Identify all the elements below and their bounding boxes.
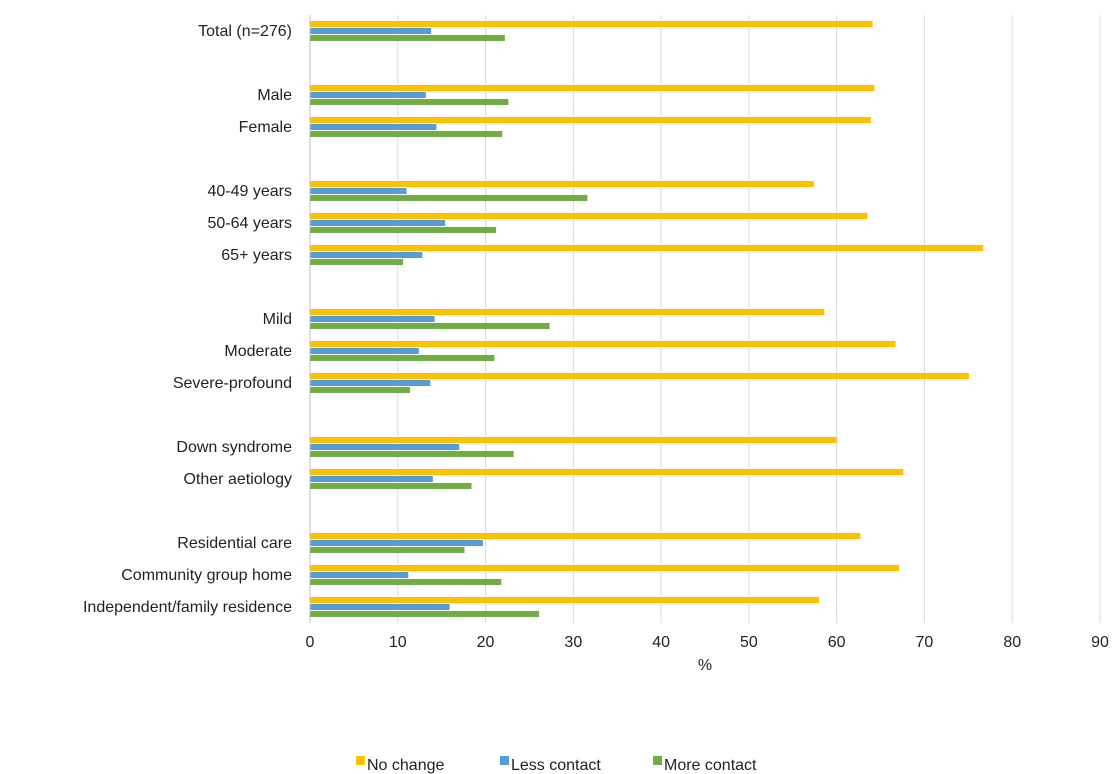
x-tick-label: 30: [564, 634, 582, 651]
bar-less-contact: [310, 572, 409, 578]
x-tick-label: 60: [828, 634, 846, 651]
legend-swatch: [653, 756, 662, 765]
bar-no-change: [310, 533, 861, 539]
x-axis-label: %: [698, 657, 712, 674]
category-label: 40-49 years: [208, 183, 293, 200]
category-label: Mild: [263, 311, 292, 328]
category-label: Moderate: [224, 343, 292, 360]
bar-no-change: [310, 85, 875, 91]
x-tick-labels: 0 10 20 30 40 50 60 70 80 90: [306, 634, 1109, 651]
bar-no-change: [310, 309, 825, 315]
bar-less-contact: [310, 540, 483, 546]
category-label: Other aetiology: [183, 471, 292, 488]
bar-less-contact: [310, 444, 460, 450]
category-label: Residential care: [177, 535, 292, 552]
bar-no-change: [310, 373, 970, 379]
bar-less-contact: [310, 28, 432, 34]
bar-more-contact: [310, 99, 509, 105]
bar-less-contact: [310, 124, 437, 130]
bar-more-contact: [310, 227, 497, 233]
category-label: Female: [239, 119, 292, 136]
bar-no-change: [310, 597, 820, 603]
x-tick-label: 80: [1003, 634, 1021, 651]
category-label: Severe-profound: [173, 375, 292, 392]
legend-label: No change: [367, 757, 444, 774]
bar-more-contact: [310, 355, 495, 361]
bar-more-contact: [310, 259, 404, 265]
category-label: Community group home: [121, 567, 292, 584]
x-tick-label: 90: [1091, 634, 1109, 651]
bar-less-contact: [310, 348, 419, 354]
bar-no-change: [310, 245, 984, 251]
legend-swatch: [356, 756, 365, 765]
category-label: Male: [257, 87, 292, 104]
category-label: 65+ years: [221, 247, 292, 264]
bar-more-contact: [310, 323, 550, 329]
bar-no-change: [310, 437, 837, 443]
bar-more-contact: [310, 451, 514, 457]
legend: No change Less contact More contact: [356, 756, 757, 774]
bar-more-contact: [310, 611, 540, 617]
bar-no-change: [310, 565, 899, 571]
category-label: 50-64 years: [208, 215, 293, 232]
x-tick-label: 50: [740, 634, 758, 651]
bar-less-contact: [310, 252, 423, 258]
bar-no-change: [310, 341, 896, 347]
bar-no-change: [310, 213, 868, 219]
legend-label: Less contact: [511, 757, 601, 774]
x-tick-label: 20: [477, 634, 495, 651]
legend-swatch: [500, 756, 509, 765]
bar-no-change: [310, 469, 904, 475]
bar-less-contact: [310, 92, 426, 98]
gridlines: [397, 15, 1101, 623]
category-label: Independent/family residence: [83, 599, 292, 616]
bar-more-contact: [310, 131, 503, 137]
bar-no-change: [310, 181, 814, 187]
x-tick-label: 70: [916, 634, 934, 651]
bar-no-change: [310, 117, 871, 123]
bar-more-contact: [310, 483, 472, 489]
category-label: Down syndrome: [176, 439, 292, 456]
bar-no-change: [310, 21, 873, 27]
x-tick-label: 0: [306, 634, 315, 651]
bar-less-contact: [310, 220, 446, 226]
bar-less-contact: [310, 604, 450, 610]
bar-more-contact: [310, 35, 505, 41]
bar-less-contact: [310, 476, 433, 482]
legend-label: More contact: [664, 757, 757, 774]
bar-less-contact: [310, 316, 435, 322]
bar-more-contact: [310, 579, 502, 585]
bar-less-contact: [310, 188, 407, 194]
category-label: Total (n=276): [198, 23, 292, 40]
category-labels: Total (n=276) Male Female 40-49 years 50-64 …: [83, 23, 292, 616]
bar-more-contact: [310, 387, 411, 393]
bar-less-contact: [310, 380, 431, 386]
bar-more-contact: [310, 195, 588, 201]
x-tick-label: 40: [652, 634, 670, 651]
bars: [310, 21, 984, 617]
x-tick-label: 10: [389, 634, 407, 651]
bar-more-contact: [310, 547, 465, 553]
